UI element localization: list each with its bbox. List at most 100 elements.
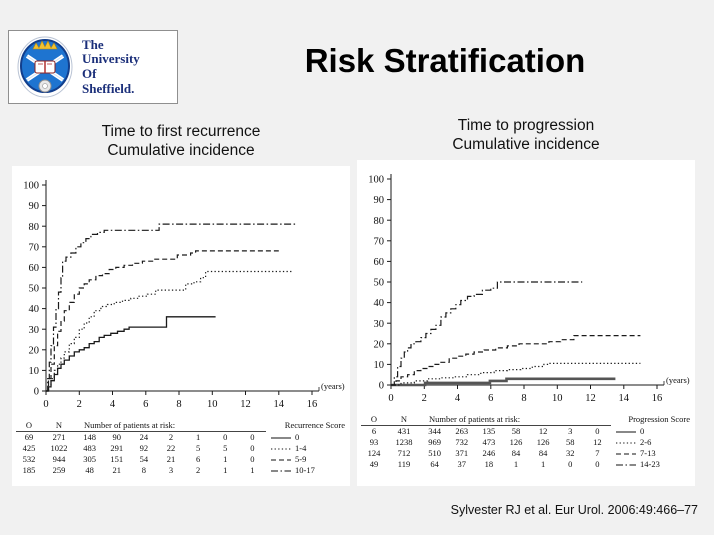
svg-text:100: 100 [368,174,384,185]
legend-line-sample-dotted [615,442,636,444]
risk-count-value: 64 [430,458,439,469]
svg-text:0: 0 [388,393,393,404]
risk-count-value: 344 [428,425,441,436]
svg-text:90: 90 [374,195,385,206]
risk-table-header: Number of patients at risk: [421,414,611,426]
risk-count-value: 246 [482,447,496,458]
legend-line-sample-dashdot [270,470,291,472]
risk-observed-value: 93 [369,436,379,447]
risk-count-value: 0 [595,458,600,469]
svg-text:30: 30 [29,325,40,336]
progression-chart-block: Time to progression Cumulative incidence… [357,116,695,486]
legend-item: 10-17 [266,465,346,476]
legend-label: 7-13 [639,447,656,458]
risk-count-value: 135 [482,425,496,436]
svg-text:10: 10 [29,366,40,377]
legend-label: 0 [294,431,300,442]
risk-observed-value: 425 [22,442,36,453]
risk-count-value: 473 [482,436,496,447]
progression-plot: 0 10 20 30 40 50 60 70 80 90 100 0 2 4 6 8 10 12 14 16 (year… [359,163,693,412]
risk-count-value: 90 [112,431,121,442]
risk-n-value: 259 [52,464,66,475]
risk-count-value: 21 [166,453,176,464]
risk-count-value: 1 [223,453,228,464]
risk-count-value: 32 [566,447,575,458]
risk-count-value: 1 [541,458,546,469]
risk-observed-value: 6 [371,425,377,436]
svg-text:16: 16 [652,393,663,404]
svg-text:20: 20 [29,345,40,356]
risk-observed-value: 185 [22,464,36,475]
university-logo: The University Of Sheffield. [8,30,178,104]
risk-count-value: 58 [566,436,575,447]
risk-count-value: 510 [428,447,441,458]
risk-count-value: 21 [112,464,121,475]
svg-text:0: 0 [34,386,39,397]
risk-count-value: 1 [223,464,228,475]
risk-count-value: 263 [455,425,469,436]
svg-text:14: 14 [274,399,285,410]
risk-count-value: 1 [513,458,519,469]
svg-text:(years): (years) [666,375,690,385]
progression-title-line1: Time to progression [457,117,595,134]
legend-title: Recurrence Score [284,420,345,431]
recurrence-title-line1: Time to first recurrence [101,123,261,140]
risk-count-value: 84 [511,447,521,458]
progression-chart-title: Time to progression Cumulative incidence [357,116,695,155]
university-crest-icon [17,36,73,98]
col-header-n: N [42,420,76,432]
risk-count-value: 0 [568,458,573,469]
legend-item: 14-23 [611,459,691,470]
legend-line-sample-dashed [615,453,636,455]
svg-text:4: 4 [110,399,116,410]
risk-count-value: 12 [538,425,548,436]
risk-count-value: 54 [139,453,149,464]
risk-count-value: 5 [196,442,201,453]
risk-count-value: 0 [250,442,255,453]
legend-item: 5-9 [266,454,346,465]
risk-n-value: 944 [52,453,66,464]
risk-count-value: 0 [250,453,255,464]
svg-text:90: 90 [29,201,40,212]
legend-item: 7-13 [611,448,691,459]
svg-text:12: 12 [240,399,251,410]
svg-text:10: 10 [207,399,218,410]
risk-count-value: 18 [484,458,494,469]
legend-item: 0 [611,426,691,437]
svg-text:8: 8 [176,399,181,410]
risk-count-value: 37 [457,458,466,469]
svg-text:2: 2 [77,399,82,410]
svg-text:60: 60 [374,257,385,268]
svg-text:20: 20 [374,339,385,350]
risk-observed-value: 532 [22,453,36,464]
svg-text:80: 80 [29,222,40,233]
risk-count-value: 0 [595,425,600,436]
risk-count-value: 6 [196,453,201,464]
legend-label: 5-9 [294,453,307,464]
svg-text:10: 10 [374,360,385,371]
risk-n-value: 1022 [50,442,68,453]
risk-n-value: 431 [397,425,411,436]
risk-count-value: 3 [568,425,573,436]
col-header-observed: O [361,414,387,426]
risk-n-value: 1238 [395,436,413,447]
svg-text:0: 0 [379,380,384,391]
recurrence-risk-table: O N Number of patients at risk: Recurren… [14,420,348,476]
risk-count-value: 126 [536,436,550,447]
risk-table-header: Number of patients at risk: [76,420,266,432]
risk-count-value: 58 [511,425,521,436]
risk-count-value: 371 [455,447,469,458]
progression-risk-table: O N Number of patients at risk: Progress… [359,414,693,470]
svg-text:50: 50 [29,283,40,294]
risk-observed-value: 49 [369,458,379,469]
risk-count-value: 48 [85,464,94,475]
risk-count-value: 84 [538,447,548,458]
recurrence-plot: 0 10 20 30 40 50 60 70 80 90 100 0 2 4 6 8 10 12 14 16 (year… [14,169,348,418]
svg-text:40: 40 [29,304,40,315]
svg-text:70: 70 [374,236,385,247]
risk-count-value: 969 [428,436,441,447]
svg-text:60: 60 [29,263,40,274]
risk-count-value: 148 [83,431,96,442]
risk-count-value: 483 [83,442,96,453]
risk-count-value: 7 [595,447,600,458]
